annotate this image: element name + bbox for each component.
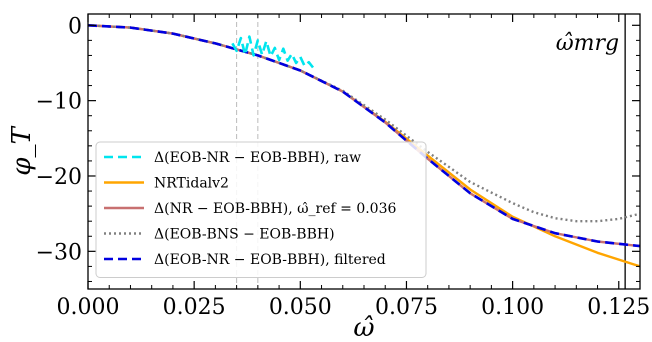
legend-label-4: Δ(EOB-NR − EOB-BBH), filtered xyxy=(154,252,386,268)
y-tick-label: −20 xyxy=(36,165,82,190)
x-tick-label: 0.050 xyxy=(269,295,332,320)
axes: 0.000 0.025 0.050 0.075 0.100 0.125 0 −10 −20 −30 xyxy=(36,13,650,320)
merger-annotation: ω̂mrg xyxy=(556,31,619,56)
legend-label-3: Δ(EOB-BNS − EOB-BBH) xyxy=(154,227,335,243)
legend-label-0: Δ(EOB-NR − EOB-BBH), raw xyxy=(154,150,361,166)
x-tick-label: 0.025 xyxy=(163,295,226,320)
x-axis-title: ω̂ xyxy=(353,313,374,342)
y-tick-label: 0 xyxy=(68,14,82,39)
y-tick-label: −30 xyxy=(36,240,82,265)
series-line-0 xyxy=(231,35,315,69)
y-tick-label: −10 xyxy=(36,90,82,115)
x-tick-label: 0.000 xyxy=(57,295,120,320)
legend-box xyxy=(95,141,427,278)
x-tick-label: 0.125 xyxy=(587,295,650,320)
y-axis-title: φ_T xyxy=(7,126,37,176)
legend-label-1: NRTidalv2 xyxy=(154,176,229,192)
x-tick-label: 0.075 xyxy=(375,295,438,320)
legend-label-2: Δ(NR − EOB-BBH), ω̂_ref = 0.036 xyxy=(154,201,396,217)
series-line-4 xyxy=(88,24,640,248)
x-tick-label: 0.100 xyxy=(481,295,544,320)
legend: Δ(EOB-NR − EOB-BBH), raw NRTidalv2 Δ(NR − … xyxy=(95,141,427,278)
